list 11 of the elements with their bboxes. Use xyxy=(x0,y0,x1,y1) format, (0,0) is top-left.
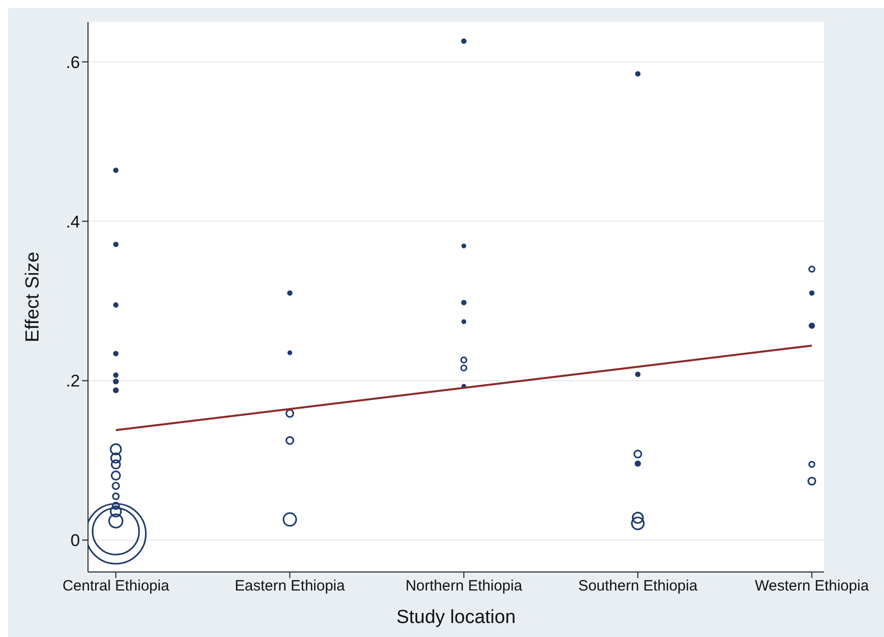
x-tick-label: Eastern Ethiopia xyxy=(234,578,346,595)
x-tick-label: Central Ethiopia xyxy=(62,578,170,595)
y-tick-label: .2 xyxy=(66,372,80,391)
x-tick-label: Northern Ethiopia xyxy=(405,578,523,595)
y-axis-title: Effect Size xyxy=(22,252,44,342)
x-tick-label: Western Ethiopia xyxy=(754,578,870,595)
y-tick-label: 0 xyxy=(70,531,80,550)
x-tick-label: Southern Ethiopia xyxy=(578,578,698,595)
x-axis-title: Study location xyxy=(396,607,516,628)
y-tick-label: .6 xyxy=(66,52,80,72)
y-tick-label: .4 xyxy=(66,212,80,232)
